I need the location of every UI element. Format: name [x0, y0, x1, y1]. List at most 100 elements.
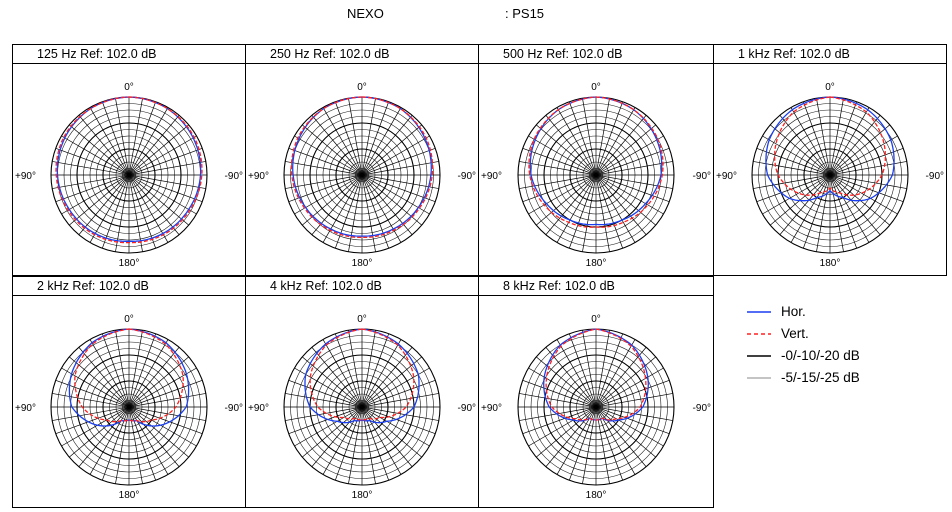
grid-spoke	[361, 379, 436, 408]
series-vert-curve	[290, 96, 434, 239]
grid-spoke	[829, 115, 881, 176]
panel-title: 250 Hz Ref: 102.0 dB	[246, 45, 478, 64]
grid-spoke	[582, 330, 597, 408]
grid-spoke	[595, 406, 664, 447]
grid-spoke	[128, 135, 197, 176]
angle-label-top: 0°	[591, 314, 601, 325]
grid-spoke	[101, 406, 130, 481]
grid-spoke	[115, 174, 130, 252]
grid-spoke	[89, 107, 130, 176]
grid-spoke	[128, 406, 143, 484]
grid-spoke	[69, 174, 130, 226]
grid-spoke	[128, 124, 189, 176]
angle-label-bottom: 180°	[119, 258, 140, 269]
polar-grid	[283, 328, 441, 486]
grid-spoke	[556, 174, 597, 243]
grid-spoke	[288, 406, 363, 435]
grid-spoke	[285, 406, 363, 421]
grid-spoke	[288, 379, 363, 408]
grid-spoke	[519, 161, 597, 176]
grid-spoke	[61, 367, 130, 408]
panel-title: 2 kHz Ref: 102.0 dB	[13, 277, 245, 296]
angle-label-bottom: 180°	[586, 258, 607, 269]
grid-spoke	[790, 174, 831, 243]
grid-spoke	[756, 147, 831, 176]
angle-label-right: -90°	[458, 171, 476, 182]
grid-spoke	[522, 147, 597, 176]
grid-spoke	[582, 174, 597, 252]
grid-spoke	[545, 174, 597, 235]
polar-panel-125hz: 125 Hz Ref: 102.0 dB 0° 180° +90° -90°	[12, 44, 246, 276]
grid-spoke	[128, 161, 206, 176]
grid-spoke	[55, 379, 130, 408]
grid-spoke	[311, 406, 363, 467]
legend-label: -5/-15/-25 dB	[781, 370, 860, 385]
polar-grid	[517, 328, 675, 486]
grid-spoke	[595, 174, 673, 189]
angle-label-left: +90°	[248, 403, 269, 414]
angle-label-right: -90°	[926, 171, 944, 182]
grid-spoke	[595, 339, 636, 408]
grid-spoke	[334, 174, 363, 249]
angle-label-top: 0°	[357, 82, 367, 93]
grid-spoke	[101, 174, 130, 249]
angle-label-bottom: 180°	[352, 258, 373, 269]
grid-spoke	[101, 101, 130, 176]
grid-spoke	[115, 98, 130, 176]
grid-spoke	[519, 174, 597, 189]
grid-spoke	[128, 393, 206, 408]
grid-spoke	[52, 393, 130, 408]
grid-spoke	[522, 174, 597, 203]
grid-spoke	[128, 406, 203, 435]
polar-plot: 0° 180° +90° -90°	[716, 82, 944, 269]
grid-spoke	[69, 356, 130, 408]
grid-spoke	[89, 339, 130, 408]
grid-spoke	[61, 406, 130, 447]
grid-spoke	[595, 147, 670, 176]
grid-spoke	[348, 98, 363, 176]
grid-spoke	[595, 174, 664, 215]
grid-spoke	[568, 101, 597, 176]
series-vert-curve	[309, 328, 415, 421]
polar-plot: 0° 180° +90° -90°	[248, 314, 476, 501]
grid-spoke	[361, 124, 422, 176]
grid-spoke	[128, 367, 197, 408]
grid-spoke	[128, 406, 157, 481]
grid-spoke	[595, 161, 673, 176]
grid-spoke	[361, 406, 430, 447]
grid-spoke	[595, 115, 647, 176]
polar-grid	[517, 96, 675, 254]
grid-spoke	[294, 406, 363, 447]
model-label: : PS15	[505, 6, 545, 21]
grid-spoke	[128, 174, 180, 235]
grid-spoke	[595, 174, 656, 226]
grid-spoke	[128, 101, 157, 176]
legend-label: Vert.	[781, 326, 809, 341]
grid-spoke	[790, 107, 831, 176]
grid-spoke	[829, 174, 904, 203]
grid-spoke	[128, 98, 143, 176]
grid-spoke	[829, 174, 858, 249]
grid-spoke	[756, 174, 831, 203]
angle-label-right: -90°	[225, 403, 243, 414]
grid-spoke	[361, 174, 376, 252]
grid-spoke	[519, 393, 597, 408]
legend-item-major-rings: -0/-10/-20 dB	[745, 346, 945, 366]
grid-spoke	[361, 356, 422, 408]
grid-spoke	[829, 174, 881, 235]
grid-spoke	[311, 347, 363, 408]
grid-spoke	[361, 406, 436, 435]
polar-plot: 0° 180° +90° -90°	[15, 314, 243, 501]
legend-label: -0/-10/-20 dB	[781, 348, 860, 363]
grid-spoke	[556, 107, 597, 176]
panel-title: 8 kHz Ref: 102.0 dB	[479, 277, 713, 296]
grid-spoke	[128, 347, 180, 408]
series-hor-curve	[529, 96, 663, 226]
polar-grid	[751, 96, 909, 254]
grid-spoke	[302, 124, 363, 176]
legend-item-hor: Hor.	[745, 302, 945, 322]
grid-spoke	[322, 406, 363, 475]
grid-spoke	[334, 333, 363, 408]
grid-spoke	[128, 115, 180, 176]
angle-label-bottom: 180°	[352, 490, 373, 501]
